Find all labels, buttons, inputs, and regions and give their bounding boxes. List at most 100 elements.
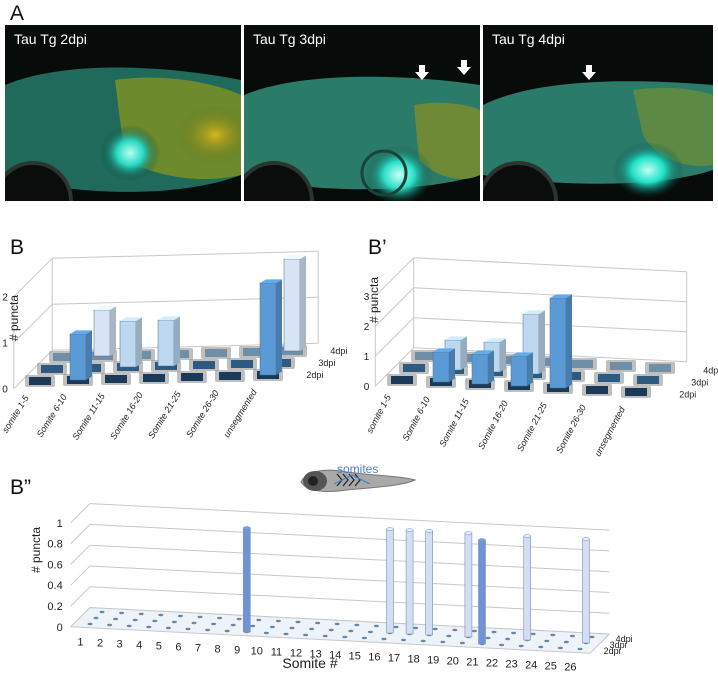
floor-dot (132, 618, 138, 622)
x-tick-label: 23 (505, 659, 517, 671)
bar-top (511, 352, 533, 356)
x-tick-label: 14 (329, 650, 341, 662)
category-label: somite 1-5 (364, 392, 393, 435)
x-tick-label: 18 (407, 654, 419, 666)
floor-tile-center (637, 376, 659, 384)
bar-4dpi (93, 309, 111, 357)
floor-dot (322, 634, 328, 638)
bar-top (158, 316, 180, 320)
category-label: Somite 11-15 (437, 396, 471, 448)
floor-tile-center (29, 377, 51, 385)
bar-side (527, 352, 533, 386)
floor-dot (205, 628, 211, 632)
floor-tile-center (610, 362, 632, 370)
floor-dot (518, 644, 524, 648)
gridline (413, 287, 687, 303)
bar-cap (405, 528, 414, 532)
x-tick-label: 20 (447, 656, 459, 668)
chart-floor (69, 607, 611, 654)
bar-top (120, 317, 142, 321)
floor-dot (577, 647, 583, 651)
floor-dot (256, 618, 262, 622)
bar-side (488, 350, 494, 384)
floor-tile-center (205, 349, 227, 357)
gridline (70, 503, 91, 524)
series-label: 3dpi (318, 358, 335, 368)
floor-tile-center (143, 374, 165, 382)
x-tick-label: 6 (175, 642, 181, 654)
floor-dot (303, 633, 309, 637)
floor-dot (275, 619, 281, 623)
floor-dot (452, 628, 458, 632)
gridline (413, 257, 687, 273)
x-tick-label: 5 (156, 641, 162, 653)
bar-side (500, 338, 506, 372)
gridline (374, 317, 415, 357)
floor-dot (413, 626, 419, 630)
category-label: Somite 26-30 (554, 403, 588, 455)
floor-dot (589, 635, 595, 639)
series-label: 4dpi (330, 346, 347, 356)
floor-dot (505, 637, 511, 641)
x-tick-label: 17 (388, 653, 400, 665)
y-tick-label: 1 (57, 518, 63, 530)
x-tick-label: 12 (290, 648, 302, 660)
bar-2dpi (471, 353, 489, 385)
series-label: 2dpi (604, 646, 621, 656)
bar-top (472, 350, 494, 354)
bar-2dpi (259, 282, 277, 376)
x-tick-label: 2 (97, 638, 103, 650)
panel-label-b-prime: B’ (368, 236, 387, 259)
bar-2dpi (510, 355, 528, 387)
floor-dot (393, 625, 399, 629)
floor-dot (250, 624, 256, 628)
bar-2dpi (478, 539, 486, 645)
bar-cap (386, 527, 394, 531)
y-tick-label: 0 (2, 385, 8, 396)
series-label: 2dpi (306, 370, 323, 380)
x-tick-label: 21 (466, 657, 478, 669)
floor-dot (119, 611, 125, 615)
gridline (52, 250, 319, 259)
larva-inset (297, 462, 417, 498)
bar-cap (464, 531, 473, 535)
floor-tile-center (41, 365, 63, 373)
x-tick-label: 3 (117, 639, 123, 651)
panel-label-b-double-prime: B” (10, 476, 31, 499)
floor-dot (530, 632, 536, 636)
bar-2dpi (549, 297, 567, 389)
category-label: unsegmented (222, 387, 260, 439)
floor-dot (113, 617, 119, 621)
floor-dot (563, 640, 569, 644)
floor-tile-center (53, 353, 75, 361)
chart-b-double-prime: 00.20.40.60.811 2 3 4 5 6 7 8 9 10 11 12 13 14 15 16 17 1… (29, 503, 633, 674)
bar-3dpi (523, 535, 532, 641)
bar-top (260, 279, 282, 283)
floor-dot (126, 624, 132, 628)
category-label: Somite 16-20 (476, 399, 510, 451)
y-tick-label: 2 (2, 293, 8, 304)
x-tick-label: 7 (195, 643, 201, 655)
floor-dot (107, 623, 113, 627)
gridline (374, 347, 415, 387)
x-tick-label: 26 (564, 662, 576, 674)
category-label: Somite 21-25 (146, 389, 183, 441)
bar-3dpi (405, 529, 414, 635)
bar-top (284, 255, 306, 259)
floor-dot (538, 645, 544, 649)
photo-caption: Tau Tg 4dpi (492, 31, 565, 47)
bar-side (174, 316, 180, 366)
series-label: 2dpi (679, 390, 696, 400)
bar-side (110, 306, 116, 356)
floor-dot (236, 617, 242, 621)
series-label: 4dpi (703, 366, 718, 376)
bar-3dpi (386, 528, 394, 634)
floor-dot (544, 639, 550, 643)
floor-dot (269, 625, 275, 629)
bar-top (94, 306, 116, 310)
larva-4dpi-picture (483, 25, 713, 201)
arrow-icon (457, 60, 471, 75)
bar-2dpi (432, 351, 450, 383)
floor-dot (158, 613, 164, 617)
